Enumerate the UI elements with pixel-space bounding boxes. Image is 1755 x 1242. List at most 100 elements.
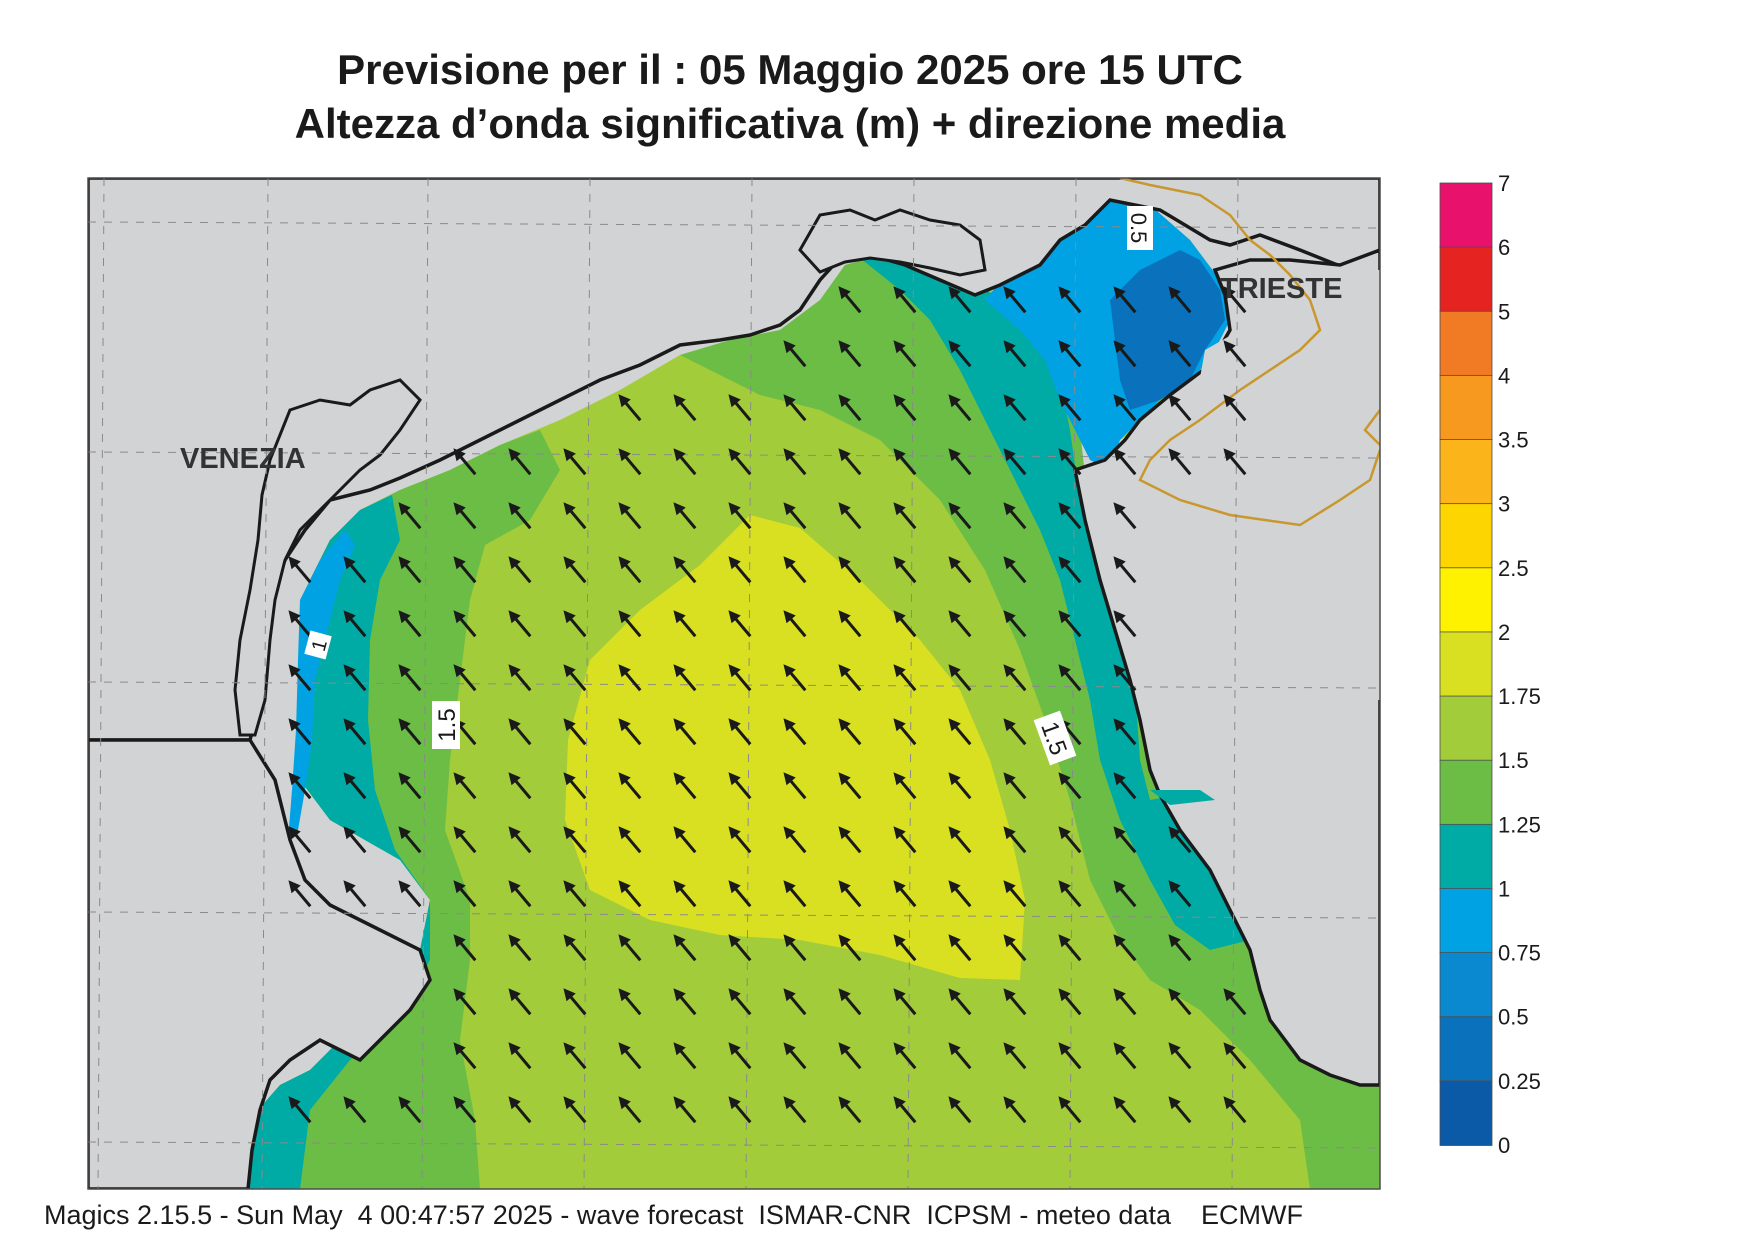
wave-arrow	[1003, 1096, 1027, 1124]
wave-arrow	[508, 664, 532, 692]
wave-arrow	[288, 880, 312, 908]
wave-arrow	[673, 988, 697, 1016]
band-venezia-coast	[288, 530, 355, 840]
wave-arrow	[1003, 394, 1027, 422]
wave-arrow	[893, 394, 917, 422]
land-trieste-hills	[1160, 270, 1380, 700]
wave-arrow	[563, 1042, 587, 1070]
wave-arrow	[288, 772, 312, 800]
colorbar-tick-label: 6	[1498, 235, 1510, 260]
wave-arrow	[1168, 826, 1192, 854]
wave-arrow	[1168, 934, 1192, 962]
wave-arrow	[618, 610, 642, 638]
wave-arrow	[1003, 772, 1027, 800]
wave-arrow	[288, 718, 312, 746]
wave-arrow	[398, 772, 422, 800]
wave-arrow	[398, 880, 422, 908]
wave-arrow	[838, 826, 862, 854]
wave-arrow	[453, 1042, 477, 1070]
wave-arrow	[893, 826, 917, 854]
colorbar-tick-label: 3	[1498, 492, 1510, 517]
wave-arrow	[948, 502, 972, 530]
wave-arrow	[1058, 826, 1082, 854]
wave-arrow	[1223, 1042, 1247, 1070]
wave-arrow	[343, 772, 367, 800]
wave-arrow	[838, 664, 862, 692]
wave-arrow	[1058, 988, 1082, 1016]
wave-arrow	[728, 988, 752, 1016]
wave-arrow	[673, 772, 697, 800]
wave-arrow	[618, 556, 642, 584]
wave-arrow	[398, 556, 422, 584]
wave-arrow	[618, 934, 642, 962]
wave-arrow	[948, 988, 972, 1016]
wave-arrow	[948, 718, 972, 746]
wave-arrow	[508, 826, 532, 854]
wave-arrow	[563, 880, 587, 908]
wave-arrow	[343, 610, 367, 638]
wave-arrow	[838, 502, 862, 530]
wave-arrow	[1058, 394, 1082, 422]
title-line-1: Previsione per il : 05 Maggio 2025 ore 1…	[337, 46, 1243, 93]
wave-arrow	[453, 610, 477, 638]
wave-arrow	[1003, 718, 1027, 746]
wave-arrow	[783, 1096, 807, 1124]
wave-arrow	[1168, 448, 1192, 476]
wave-arrow	[1058, 772, 1082, 800]
wave-arrow	[893, 934, 917, 962]
wave-arrow	[453, 556, 477, 584]
wave-arrow	[673, 826, 697, 854]
wave-arrow	[1058, 340, 1082, 368]
wave-arrow	[673, 880, 697, 908]
wave-arrow	[893, 448, 917, 476]
wave-arrow	[1113, 340, 1137, 368]
wave-arrow	[1168, 286, 1192, 314]
wave-arrow	[1113, 286, 1137, 314]
wave-arrow	[728, 1042, 752, 1070]
wave-arrow	[288, 610, 312, 638]
wave-arrow	[783, 772, 807, 800]
colorbar-tick-label: 3.5	[1498, 428, 1529, 453]
wave-arrow	[1168, 880, 1192, 908]
colorbar-swatch	[1439, 310, 1493, 377]
wave-arrow	[838, 988, 862, 1016]
wave-arrow	[673, 718, 697, 746]
wave-arrow	[948, 610, 972, 638]
wave-arrow	[893, 1042, 917, 1070]
wave-arrow	[893, 340, 917, 368]
map-frame	[87, 177, 1381, 1190]
wave-arrow	[838, 772, 862, 800]
colorbar-swatch	[1439, 439, 1493, 505]
wave-arrow	[1113, 394, 1137, 422]
wave-arrow	[838, 1042, 862, 1070]
wave-arrow	[563, 772, 587, 800]
contour-label-1-5-west: 1.5	[432, 701, 461, 749]
wave-arrow	[1058, 1096, 1082, 1124]
wave-arrow	[893, 772, 917, 800]
land-lagoon-venezia	[233, 378, 422, 737]
colorbar-swatch	[1439, 246, 1493, 313]
wave-arrow	[673, 502, 697, 530]
colorbar-swatch	[1439, 759, 1493, 826]
wave-arrow	[1168, 1042, 1192, 1070]
wave-arrow	[1003, 610, 1027, 638]
colorbar-tick-label: 2.5	[1498, 556, 1529, 581]
wave-arrow	[453, 826, 477, 854]
wave-arrow	[893, 718, 917, 746]
wave-arrow	[453, 988, 477, 1016]
colorbar-swatch	[1439, 823, 1493, 890]
wave-arrow	[453, 880, 477, 908]
wave-direction-arrows	[288, 286, 1247, 1124]
wave-arrow	[728, 502, 752, 530]
colorbar-swatch	[1439, 374, 1493, 441]
wave-arrow	[783, 664, 807, 692]
wave-arrow	[783, 880, 807, 908]
wave-arrow	[1113, 880, 1137, 908]
wave-arrow	[618, 1042, 642, 1070]
wave-arrow	[948, 772, 972, 800]
wave-arrow	[618, 880, 642, 908]
wave-arrow	[508, 772, 532, 800]
wave-arrow	[508, 880, 532, 908]
wave-arrow	[398, 502, 422, 530]
wave-arrow	[673, 934, 697, 962]
